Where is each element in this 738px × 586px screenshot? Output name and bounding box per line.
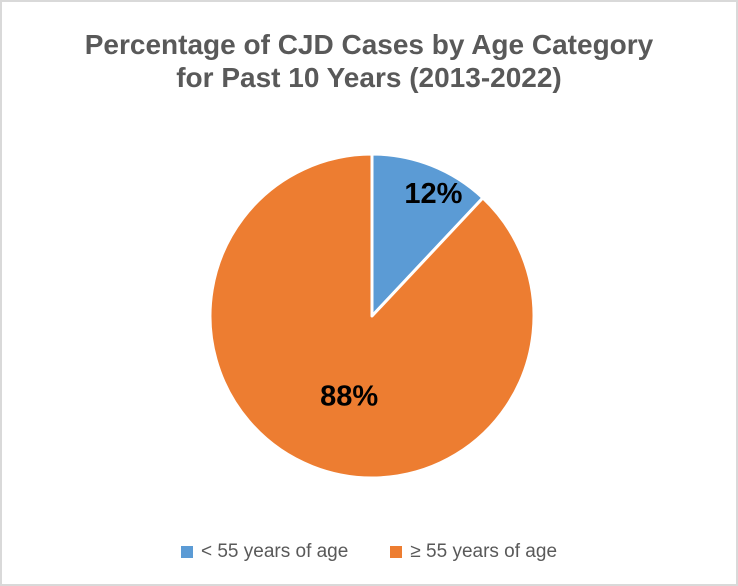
- legend-item-under-55: < 55 years of age: [180, 541, 349, 563]
- pie-slice-1: [208, 152, 536, 480]
- legend-swatch-55-and-over-icon: [390, 546, 403, 558]
- chart-title: Percentage of CJD Cases by Age Category …: [2, 28, 736, 94]
- legend-swatch-under-55-icon: [180, 546, 193, 558]
- data-label-0: 12%: [404, 178, 462, 210]
- pie-slice-0: [370, 152, 485, 318]
- chart-title-line-2: for Past 10 Years (2013-2022): [176, 62, 562, 93]
- pie-chart: 12% 88%: [208, 152, 536, 480]
- legend-label-under-55: < 55 years of age: [200, 541, 349, 562]
- data-label-1: 88%: [320, 381, 378, 413]
- chart-title-line-1: Percentage of CJD Cases by Age Category: [84, 29, 654, 60]
- legend-label-55-and-over: ≥ 55 years of age: [410, 541, 558, 562]
- chart-legend: < 55 years of age ≥ 55 years of age: [2, 538, 736, 566]
- legend-item-55-and-over: ≥ 55 years of age: [390, 541, 557, 563]
